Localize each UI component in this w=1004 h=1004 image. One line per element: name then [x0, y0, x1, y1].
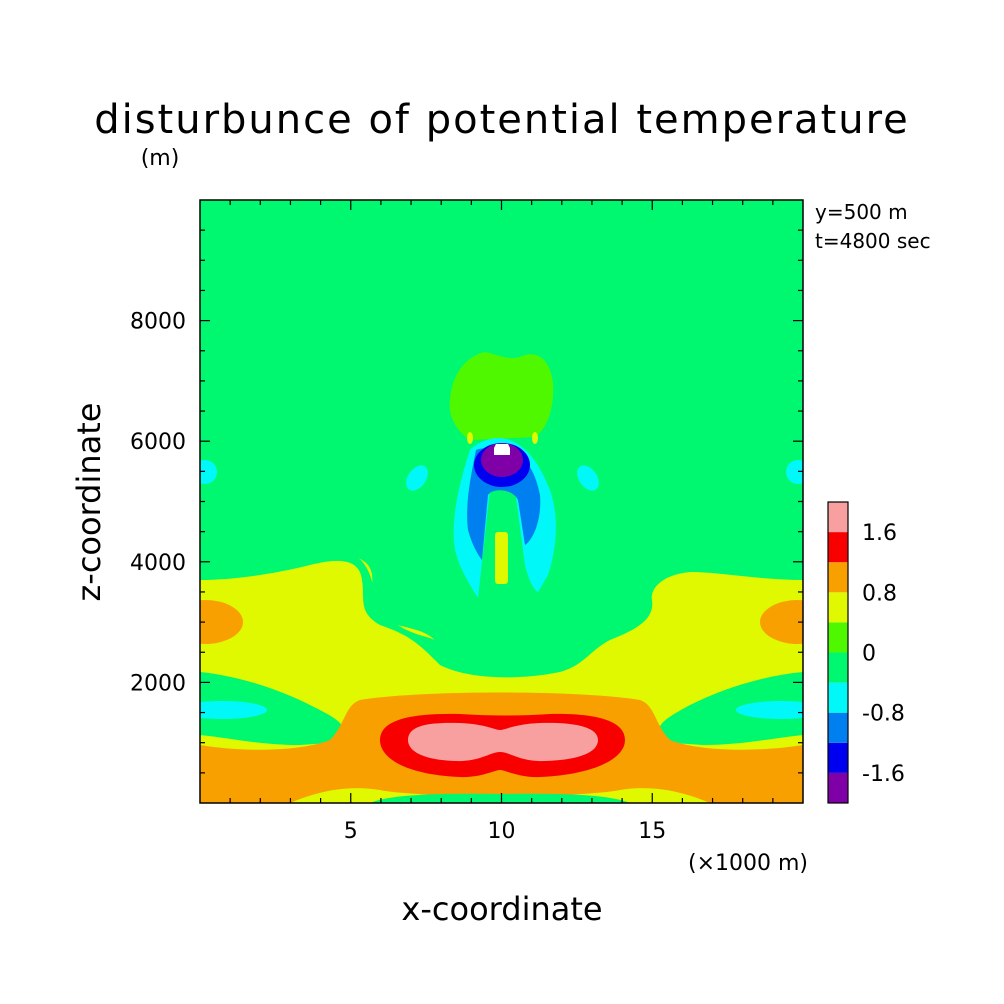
colorbar-swatch: [828, 652, 848, 683]
contour-green-inner-band: [200, 545, 803, 678]
contour-cyan-right: [736, 701, 803, 719]
contour-lower-green-band: [200, 672, 803, 745]
contour-plume-white: [494, 444, 510, 455]
colorbar-swatch: [828, 682, 848, 713]
x-axis-label: x-coordinate: [401, 890, 602, 928]
colorbar: -1.6 -0.8 0 0.8 1.6: [827, 501, 905, 804]
colorbar-swatch: [828, 562, 848, 593]
contour-orange-edge-left: [200, 600, 243, 644]
annotation-y: y=500 m: [815, 200, 908, 224]
contour-small-cyan-left: [406, 465, 428, 491]
y-axis: 2000 4000 6000 8000: [130, 229, 803, 774]
y-tick-label: 6000: [130, 430, 186, 455]
annotation-t: t=4800 sec: [815, 229, 931, 253]
colorbar-swatch: [828, 772, 848, 803]
contour-green-bottom: [370, 793, 630, 803]
colorbar-swatch: [828, 592, 848, 623]
y-axis-label: z-coordinate: [70, 402, 108, 601]
x-tick-label: 15: [638, 819, 666, 844]
colorbar-frame: [827, 501, 849, 804]
colorbar-tick-label: -0.8: [862, 702, 905, 727]
x-axis: 5 10 15: [229, 200, 774, 844]
contour-edge-cyan-right: [786, 460, 803, 484]
contour-plume-purple: [481, 443, 523, 477]
contour-small-cyan-right: [577, 465, 599, 491]
colorbar-tick-label: 0: [862, 642, 876, 667]
colorbar-swatch: [828, 622, 848, 653]
chart-unit: (m): [141, 146, 180, 171]
y-tick-label: 2000: [130, 671, 186, 696]
contour-orange-edge-right: [760, 600, 803, 644]
x-unit-label: (×1000 m): [688, 851, 808, 876]
x-tick-label: 5: [344, 819, 358, 844]
contour-plume-light-green: [449, 352, 554, 440]
x-tick-label: 10: [488, 819, 516, 844]
colorbar-swatch: [828, 712, 848, 743]
contour-pink-core: [408, 722, 598, 762]
contour-plume-side-right: [532, 432, 538, 444]
y-tick-label: 8000: [130, 310, 186, 335]
contour-edge-cyan-left: [200, 460, 217, 484]
colorbar-tick-label: -1.6: [862, 762, 905, 787]
colorbar-swatch: [828, 742, 848, 773]
contour-cyan-left: [200, 701, 267, 719]
chart-title: disturbunce of potential temperature: [94, 97, 910, 143]
contour-plot-area: [200, 200, 803, 803]
colorbar-swatch: [828, 532, 848, 563]
colorbar-tick-label: 1.6: [862, 521, 897, 546]
colorbar-tick-label: 0.8: [862, 581, 897, 606]
contour-plume-yellow-stem: [495, 532, 508, 584]
contour-plume-side-left: [467, 432, 473, 444]
colorbar-swatch: [828, 502, 848, 533]
y-tick-label: 4000: [130, 551, 186, 576]
